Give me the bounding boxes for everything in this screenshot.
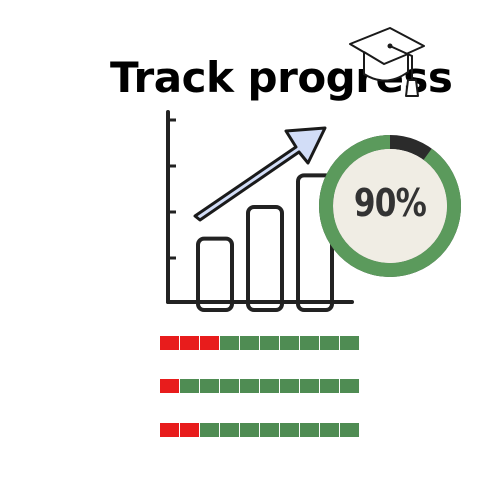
segment-progress-bar-3 xyxy=(160,423,360,437)
progress-segment-green xyxy=(280,379,299,393)
progress-segment-green xyxy=(320,379,339,393)
chart-bar xyxy=(196,236,234,313)
progress-segment-red xyxy=(160,336,179,350)
progress-segment-green xyxy=(340,379,359,393)
progress-segment-green xyxy=(280,336,299,350)
progress-ring xyxy=(319,135,461,277)
progress-segment-green xyxy=(300,336,319,350)
progress-segment-green xyxy=(220,336,239,350)
progress-segment-green xyxy=(280,423,299,437)
progress-segment-green xyxy=(300,423,319,437)
progress-ring-center xyxy=(333,149,447,263)
progress-segment-green xyxy=(200,423,219,437)
progress-ring-fill xyxy=(319,135,461,277)
progress-segment-red xyxy=(180,423,199,437)
progress-segment-green xyxy=(220,423,239,437)
chart-axes xyxy=(166,110,354,304)
progress-segment-green xyxy=(340,423,359,437)
progress-segment-red xyxy=(180,336,199,350)
progress-segment-green xyxy=(320,336,339,350)
progress-segment-green xyxy=(240,379,259,393)
progress-segment-green xyxy=(240,336,259,350)
progress-segment-green xyxy=(260,423,279,437)
progress-segment-green xyxy=(320,423,339,437)
progress-percent-label: 90% xyxy=(353,181,427,225)
progress-segment-red xyxy=(160,423,179,437)
progress-segment-green xyxy=(340,336,359,350)
progress-segment-green xyxy=(180,379,199,393)
progress-segment-green xyxy=(300,379,319,393)
chart-bars xyxy=(196,173,334,313)
progress-segment-green xyxy=(260,336,279,350)
trend-arrow-icon xyxy=(193,126,327,222)
progress-segment-red xyxy=(160,379,179,393)
progress-segment-green xyxy=(260,379,279,393)
progress-segment-green xyxy=(200,379,219,393)
segment-progress-bar-2 xyxy=(160,379,360,393)
chart-bar xyxy=(246,205,284,312)
progress-segment-green xyxy=(240,423,259,437)
progress-segment-green xyxy=(220,379,239,393)
graduation-cap-icon xyxy=(349,27,425,97)
progress-segment-red xyxy=(200,336,219,350)
segment-progress-bar-1 xyxy=(160,336,360,350)
